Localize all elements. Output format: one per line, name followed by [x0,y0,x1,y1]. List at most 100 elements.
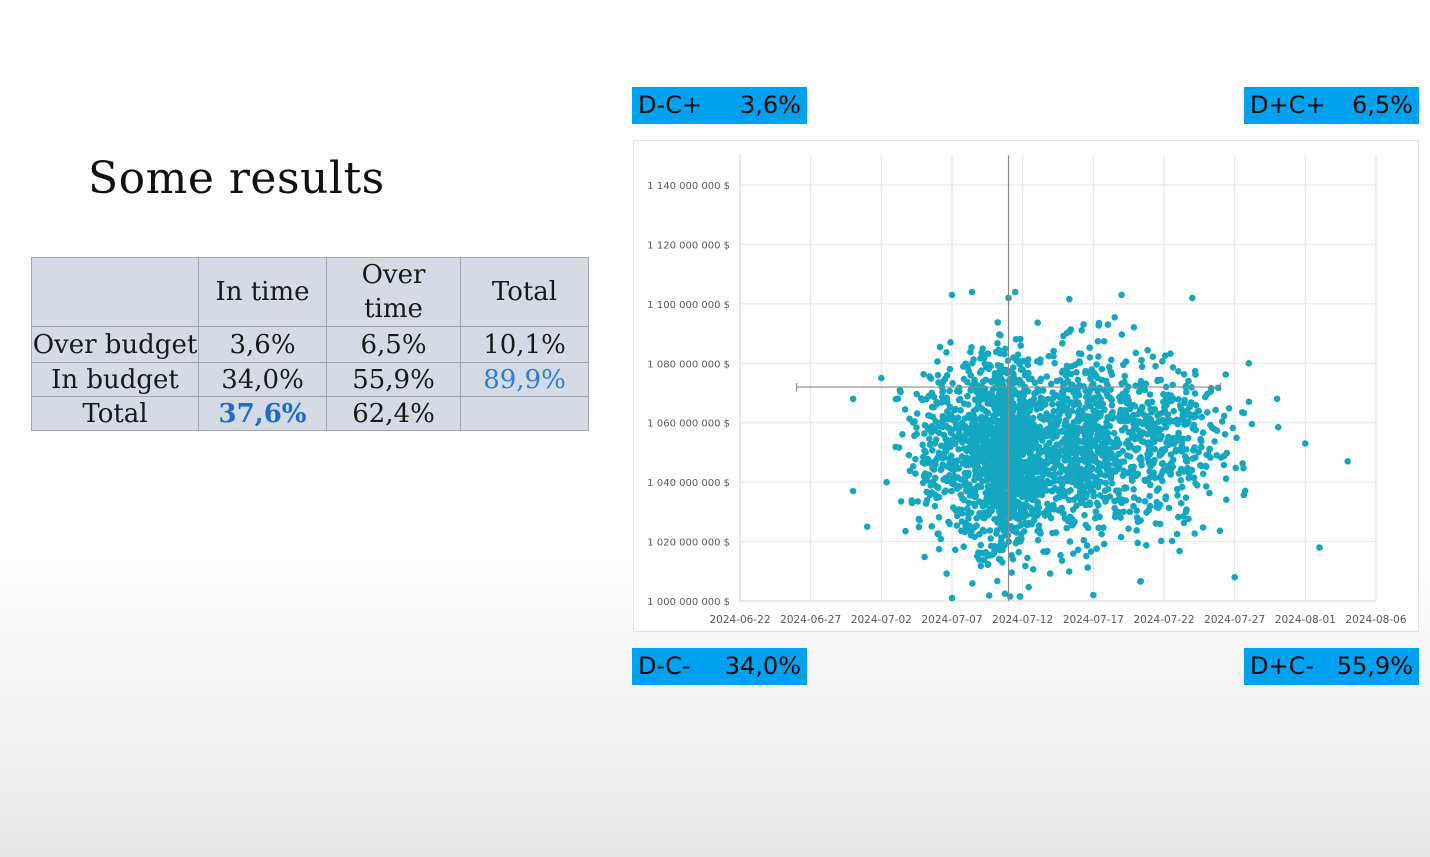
scatter-point [981,360,988,367]
scatter-point [957,407,964,414]
scatter-point [967,387,974,394]
scatter-point [1047,380,1055,388]
scatter-point [1233,434,1240,442]
scatter-point [1083,490,1090,497]
scatter-point [955,506,963,513]
scatter-point [1054,449,1062,457]
scatter-point [912,470,919,477]
scatter-point [946,387,953,395]
scatter-point [1137,381,1144,388]
scatter-point [1102,479,1110,487]
scatter-point [1154,377,1161,385]
scatter-point [1152,362,1159,370]
scatter-point [1316,544,1323,551]
scatter-point [1183,506,1190,513]
scatter-point [972,457,980,464]
scatter-point [1136,418,1143,426]
scatter-point [958,453,966,460]
scatter-point [1030,395,1038,403]
scatter-point [945,438,952,446]
scatter-point [1127,463,1135,471]
scatter-point [937,535,945,543]
scatter-point [1116,440,1123,447]
scatter-point [1156,474,1164,481]
scatter-point [1130,502,1137,510]
row-label: Total [31,396,199,431]
scatter-point [1065,409,1072,417]
table-cell: 6,5% [326,326,461,363]
scatter-point [1008,552,1015,559]
scatter-point [1096,384,1103,392]
scatter-point [1022,467,1030,474]
row-label: In budget [31,362,199,397]
scatter-point [919,441,926,449]
scatter-point [1050,347,1057,355]
scatter-point [1137,578,1144,585]
scatter-point [1093,426,1100,433]
scatter-point [1134,539,1141,547]
scatter-point [994,407,1001,415]
scatter-point [985,455,992,463]
scatter-point [1132,349,1140,357]
scatter-point [921,430,928,437]
scatter-point [1030,460,1037,468]
scatter-point [1065,568,1073,575]
scatter-point [1175,429,1182,437]
scatter-point [1202,483,1210,490]
scatter-point [960,400,968,408]
scatter-point [1051,359,1058,367]
scatter-point [883,478,890,486]
scatter-point [1072,361,1079,368]
scatter-point [1273,395,1281,403]
scatter-point [1082,369,1089,377]
scatter-point [1167,451,1175,458]
scatter-point [1090,492,1098,500]
scatter-point [990,486,998,494]
chart-panel: 1 000 000 000 $ 1 020 000 000 $ 1 040 000 … [633,140,1419,632]
scatter-point [993,530,1000,537]
scatter-point [1090,591,1097,599]
scatter-point [994,467,1001,474]
x-tick-label: 2024-07-17 [1063,614,1124,626]
scatter-point [1206,446,1213,453]
scatter-point [1125,397,1132,405]
scatter-point [926,435,933,443]
scatter-point [1009,484,1017,492]
scatter-point [1107,438,1115,446]
scatter-point [950,504,957,511]
scatter-point [1105,363,1113,371]
scatter-point [1108,410,1115,417]
scatter-point [1037,488,1045,496]
scatter-point [915,515,923,523]
scatter-point [1149,353,1157,360]
scatter-point [1133,527,1140,534]
scatter-point [1161,352,1169,359]
scatter-point [989,491,996,499]
scatter-point [1198,462,1205,470]
table-cell: 3,6% [198,326,327,363]
scatter-point [1082,387,1089,395]
scatter-point [1104,381,1111,388]
x-tick-label: 2024-07-22 [1133,614,1194,626]
scatter-point [987,535,994,542]
scatter-point [1153,487,1161,494]
scatter-point [1185,515,1192,523]
scatter-point [1050,352,1057,360]
scatter-point [1037,404,1045,412]
quadrant-label-bottom-left: D-C- 34,0% [632,648,807,685]
scatter-point [968,344,975,351]
scatter-point [1053,377,1061,385]
scatter-point [985,511,993,518]
scatter-point [1126,453,1134,460]
scatter-point [897,498,905,505]
scatter-points [849,288,1351,602]
scatter-point [1222,371,1229,378]
scatter-point [1090,418,1098,426]
scatter-point [991,397,999,405]
scatter-point [1016,421,1023,429]
scatter-point [1051,484,1059,492]
scatter-point [1060,510,1067,517]
scatter-point [1156,449,1164,457]
scatter-point [1132,423,1140,430]
scatter-point [1144,346,1151,354]
